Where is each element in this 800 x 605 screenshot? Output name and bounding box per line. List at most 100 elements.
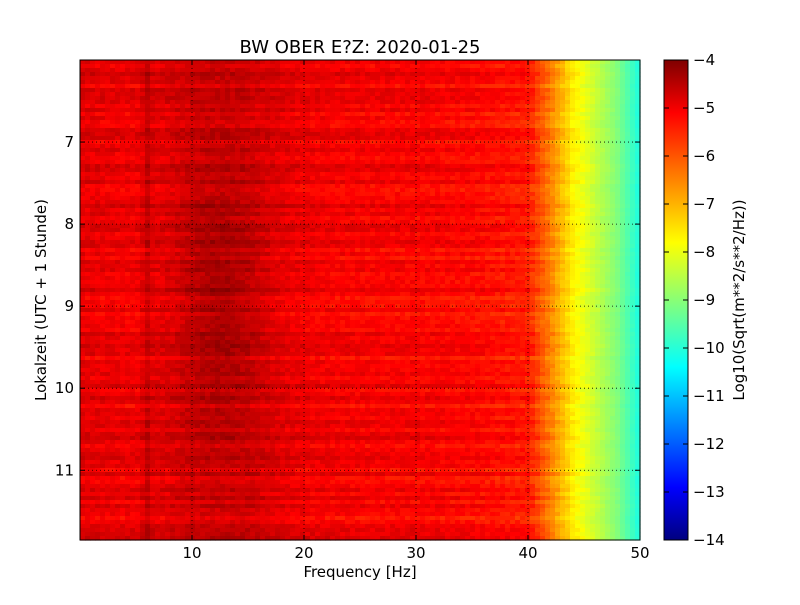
heatmap-cell <box>285 236 291 241</box>
heatmap-cell <box>120 196 126 201</box>
heatmap-cell <box>585 192 591 197</box>
heatmap-cell <box>425 116 431 121</box>
heatmap-cell <box>275 96 281 101</box>
heatmap-cell <box>410 132 416 137</box>
heatmap-cell <box>305 220 311 225</box>
heatmap-cell <box>480 180 486 185</box>
heatmap-cell <box>335 148 341 153</box>
heatmap-cell <box>505 156 511 161</box>
heatmap-cell <box>625 160 631 165</box>
heatmap-cell <box>540 132 546 137</box>
heatmap-cell <box>570 136 576 141</box>
heatmap-cell <box>275 156 281 161</box>
heatmap-cell <box>160 192 166 197</box>
heatmap-cell <box>320 232 326 237</box>
heatmap-cell <box>460 148 466 153</box>
heatmap-cell <box>545 204 551 209</box>
heatmap-cell <box>520 88 526 93</box>
heatmap-cell <box>270 188 276 193</box>
heatmap-cell <box>205 220 211 225</box>
heatmap-cell <box>440 208 446 213</box>
heatmap-cell <box>385 184 391 189</box>
heatmap-cell <box>120 96 126 101</box>
heatmap-cell <box>375 172 381 177</box>
heatmap-cell <box>110 200 116 205</box>
heatmap-cell <box>220 196 226 201</box>
heatmap-cell <box>460 192 466 197</box>
heatmap-cell <box>220 236 226 241</box>
heatmap-cell <box>215 60 221 65</box>
heatmap-cell <box>255 212 261 217</box>
heatmap-cell <box>500 64 506 69</box>
heatmap-cell <box>90 124 96 129</box>
heatmap-cell <box>510 152 516 157</box>
heatmap-cell <box>140 188 146 193</box>
heatmap-cell <box>420 88 426 93</box>
heatmap-cell <box>315 64 321 69</box>
heatmap-cell <box>450 76 456 81</box>
heatmap-cell <box>585 100 591 105</box>
heatmap-cell <box>520 184 526 189</box>
heatmap-cell <box>220 140 226 145</box>
heatmap-cell <box>565 100 571 105</box>
heatmap-cell <box>205 148 211 153</box>
heatmap-cell <box>270 96 276 101</box>
heatmap-cell <box>300 176 306 181</box>
heatmap-cell <box>225 108 231 113</box>
heatmap-cell <box>605 224 611 229</box>
heatmap-cell <box>565 88 571 93</box>
heatmap-cell <box>280 232 286 237</box>
heatmap-cell <box>100 140 106 145</box>
heatmap-cell <box>605 192 611 197</box>
heatmap-cell <box>275 172 281 177</box>
heatmap-cell <box>495 188 501 193</box>
heatmap-cell <box>320 188 326 193</box>
heatmap-cell <box>160 232 166 237</box>
heatmap-cell <box>555 60 561 65</box>
heatmap-cell <box>500 216 506 221</box>
heatmap-cell <box>425 168 431 173</box>
heatmap-cell <box>400 132 406 137</box>
heatmap-cell <box>185 200 191 205</box>
heatmap-cell <box>185 96 191 101</box>
heatmap-cell <box>435 84 441 89</box>
heatmap-cell <box>405 152 411 157</box>
heatmap-cell <box>445 60 451 65</box>
heatmap-cell <box>290 192 296 197</box>
heatmap-cell <box>335 164 341 169</box>
heatmap-cell <box>235 188 241 193</box>
heatmap-cell <box>340 152 346 157</box>
heatmap-cell <box>140 176 146 181</box>
heatmap-cell <box>210 156 216 161</box>
heatmap-cell <box>620 188 626 193</box>
heatmap-cell <box>475 184 481 189</box>
heatmap-cell <box>250 184 256 189</box>
heatmap-cell <box>430 76 436 81</box>
heatmap-cell <box>445 196 451 201</box>
heatmap-cell <box>420 208 426 213</box>
heatmap-cell <box>535 212 541 217</box>
heatmap-cell <box>525 64 531 69</box>
heatmap-cell <box>345 72 351 77</box>
heatmap-cell <box>530 120 536 125</box>
heatmap-cell <box>240 112 246 117</box>
heatmap-cell <box>205 160 211 165</box>
heatmap-cell <box>635 164 641 169</box>
heatmap-cell <box>580 92 586 97</box>
heatmap-cell <box>615 144 621 149</box>
heatmap-cell <box>275 208 281 213</box>
heatmap-cell <box>350 220 356 225</box>
heatmap-cell <box>85 180 91 185</box>
heatmap-cell <box>90 104 96 109</box>
heatmap-cell <box>245 68 251 73</box>
heatmap-cell <box>405 120 411 125</box>
heatmap-cell <box>635 176 641 181</box>
heatmap-cell <box>510 168 516 173</box>
heatmap-cell <box>410 232 416 237</box>
heatmap-cell <box>110 124 116 129</box>
heatmap-cell <box>465 172 471 177</box>
heatmap-cell <box>565 140 571 145</box>
heatmap-cell <box>80 216 86 221</box>
heatmap-cell <box>125 116 131 121</box>
heatmap-cell <box>260 168 266 173</box>
